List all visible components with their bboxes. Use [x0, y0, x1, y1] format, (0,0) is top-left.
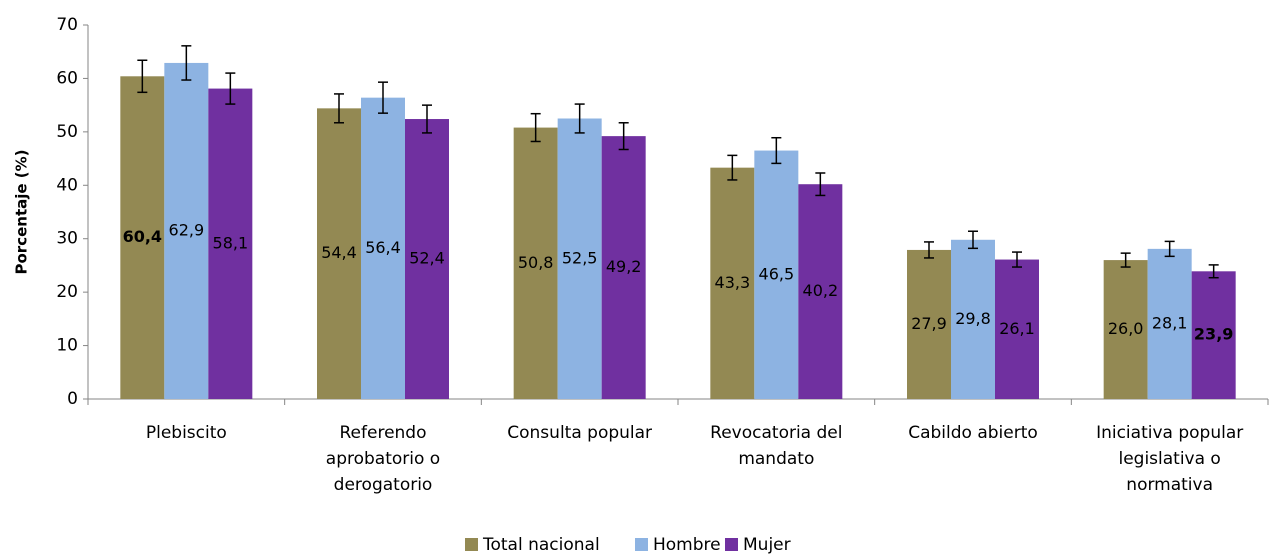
bar — [1103, 260, 1148, 399]
error-bar — [181, 45, 192, 81]
y-tick-label: 0 — [67, 389, 78, 409]
data-label: 46,5 — [759, 264, 795, 283]
y-tick-label: 30 — [56, 229, 78, 249]
legend-swatch — [725, 538, 738, 551]
data-label: 26,0 — [1108, 319, 1144, 338]
data-label: 52,4 — [409, 249, 445, 268]
data-label: 60,4 — [123, 227, 162, 246]
error-bar — [137, 59, 148, 94]
y-axis-title: Porcentaje (%) — [13, 149, 31, 274]
data-label: 54,4 — [321, 243, 357, 262]
legend-label: Mujer — [743, 535, 791, 555]
x-tick-label: Referendo aprobatorio o derogatorio — [325, 423, 441, 495]
error-bar — [1120, 252, 1131, 268]
x-tick-label: Cabildo abierto — [908, 423, 1038, 443]
error-bar — [334, 93, 344, 124]
bar — [317, 108, 361, 399]
data-label: 50,8 — [518, 253, 554, 272]
legend-label: Hombre — [653, 535, 721, 555]
bar — [995, 259, 1039, 399]
error-bar — [422, 104, 432, 134]
bar — [798, 184, 843, 399]
bar — [907, 249, 951, 399]
data-label: 58,1 — [213, 233, 249, 252]
bar — [164, 62, 209, 399]
y-tick-label: 10 — [56, 336, 78, 356]
y-tick-label: 60 — [56, 68, 78, 88]
x-tick-label: Consulta popular — [507, 423, 653, 443]
bar — [208, 88, 253, 399]
bar — [710, 167, 755, 399]
bar — [513, 127, 558, 399]
bar — [405, 119, 449, 399]
error-bar — [225, 72, 236, 105]
data-label: 27,9 — [911, 314, 947, 333]
error-bar — [727, 154, 738, 181]
bar — [361, 97, 405, 400]
data-label: 56,4 — [365, 238, 401, 257]
x-tick-label: Iniciativa popular legislativa o normati… — [1096, 423, 1244, 495]
bar — [754, 150, 799, 399]
error-bar — [574, 103, 585, 134]
x-tick-label: Revocatoria del mandato — [710, 423, 843, 469]
error-bar — [815, 172, 826, 197]
error-bar — [1012, 251, 1022, 268]
data-label: 43,3 — [715, 273, 751, 292]
data-label: 52,5 — [562, 248, 598, 267]
error-bar — [530, 112, 541, 143]
y-tick-label: 50 — [56, 122, 78, 142]
bar — [557, 118, 602, 399]
error-bar — [771, 136, 782, 165]
data-label: 23,9 — [1194, 325, 1233, 344]
legend-label: Total nacional — [482, 535, 600, 555]
y-tick-label: 20 — [56, 282, 78, 302]
y-tick-label: 40 — [56, 175, 78, 195]
bar — [601, 136, 646, 400]
legend-swatch — [635, 538, 648, 551]
error-bar — [1208, 264, 1219, 279]
data-label: 29,8 — [955, 309, 991, 328]
data-label: 40,2 — [803, 281, 839, 300]
data-label: 26,1 — [999, 319, 1035, 338]
y-tick-label: 70 — [56, 15, 78, 35]
error-bar — [924, 241, 934, 259]
data-label: 62,9 — [169, 220, 205, 239]
data-label: 28,1 — [1152, 313, 1188, 332]
bar — [120, 76, 165, 399]
error-bar — [618, 122, 629, 151]
bar — [951, 239, 995, 399]
error-bar — [968, 230, 978, 250]
bar — [1191, 271, 1236, 399]
error-bar — [1164, 240, 1175, 258]
bar — [1147, 248, 1192, 399]
x-tick-label: Plebiscito — [145, 423, 227, 443]
legend-swatch — [465, 538, 478, 551]
error-bar — [378, 81, 388, 114]
data-label: 49,2 — [606, 257, 642, 276]
